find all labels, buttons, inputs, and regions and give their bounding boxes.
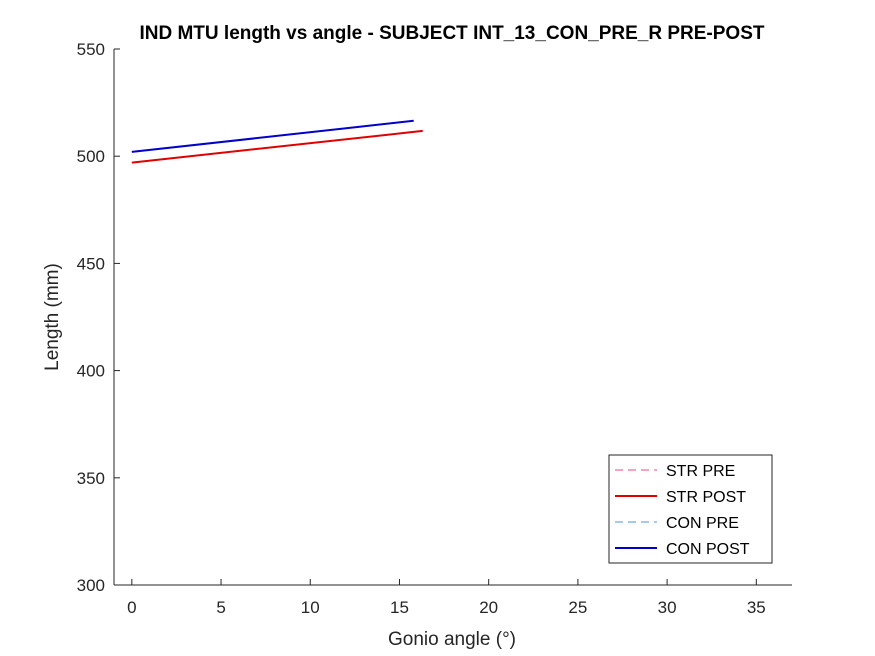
legend-label-0: STR PRE — [666, 463, 735, 480]
y-tick-label: 500 — [77, 147, 105, 166]
y-tick-label: 550 — [77, 40, 105, 59]
x-tick-label: 25 — [568, 598, 587, 617]
x-axis-label: Gonio angle (°) — [388, 629, 516, 650]
x-tick-label: 0 — [127, 598, 136, 617]
x-tick-label: 30 — [658, 598, 677, 617]
y-tick-label: 450 — [77, 254, 105, 273]
y-tick-label: 400 — [77, 362, 105, 381]
series-line-3 — [131, 119, 414, 153]
y-tick-label: 300 — [77, 576, 105, 595]
x-tick-label: 5 — [216, 598, 225, 617]
legend-items: STR PRE STR POST CON PRE CON POST — [615, 463, 750, 558]
series-line-1 — [131, 129, 423, 164]
legend: STR PRE STR POST CON PRE CON POST — [608, 454, 773, 564]
x-tick-label: 15 — [390, 598, 409, 617]
ticks-layer: 0 5 10 15 20 25 30 35 300 350 400 450 500 550 — [77, 40, 766, 617]
y-axis-label: Length (mm) — [42, 263, 63, 371]
x-tick-label: 10 — [301, 598, 320, 617]
y-tick-label: 350 — [77, 469, 105, 488]
series-layer — [131, 119, 423, 164]
legend-box — [608, 454, 773, 564]
x-tick-label: 20 — [479, 598, 498, 617]
legend-label-3: CON POST — [666, 541, 750, 558]
legend-label-2: CON PRE — [666, 515, 739, 532]
x-tick-label: 35 — [747, 598, 766, 617]
legend-label-1: STR POST — [666, 489, 746, 506]
chart-title: IND MTU length vs angle - SUBJECT INT_13… — [139, 23, 764, 44]
